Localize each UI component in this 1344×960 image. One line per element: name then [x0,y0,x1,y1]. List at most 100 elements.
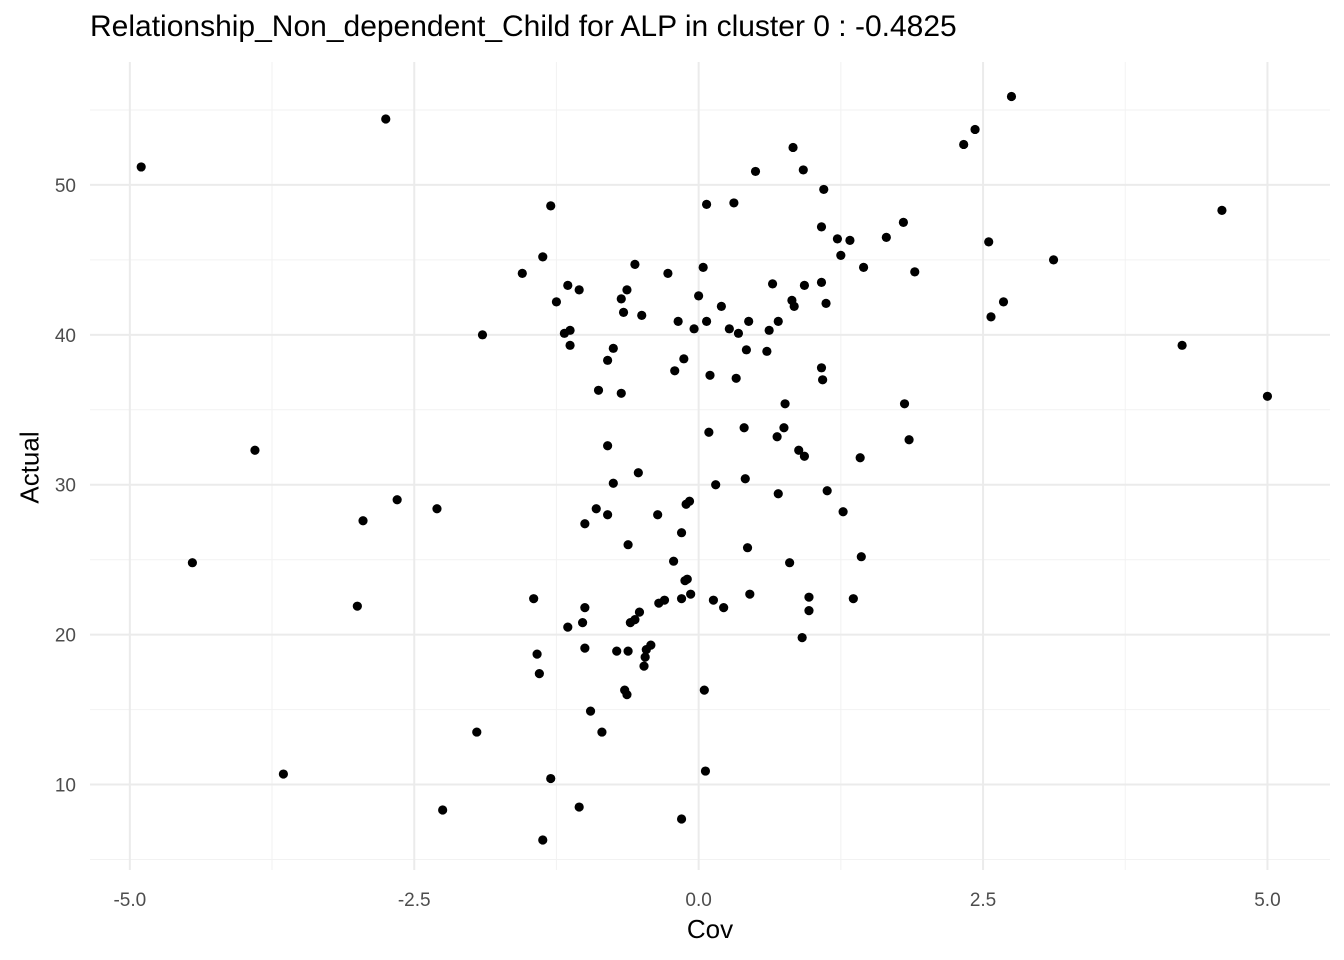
data-point [630,615,640,625]
data-point [278,769,288,779]
data-point [580,603,590,613]
data-point [767,279,778,289]
data-point [701,199,712,210]
x-tick-label: 5.0 [1254,890,1280,911]
data-point [821,298,831,308]
data-point [773,316,783,326]
data-point [676,594,687,604]
data-points [136,91,1273,845]
x-tick-label: -2.5 [398,890,431,911]
data-point [563,622,573,632]
data-point [679,354,689,364]
data-point [136,162,146,172]
data-point [538,835,548,845]
data-point [603,510,613,520]
data-point [772,432,782,442]
data-point [529,594,539,604]
chart-title: Relationship_Non_dependent_Child for ALP… [90,10,957,43]
data-point [855,453,865,463]
data-point [898,217,908,228]
data-point [904,435,914,445]
x-tick-label: 2.5 [970,890,996,911]
data-point [580,519,590,529]
data-point [705,370,715,380]
data-point [532,649,542,659]
data-point [618,307,629,317]
y-tick-label: 30 [55,476,76,497]
data-point [742,543,753,553]
data-point [622,285,632,295]
y-tick-label: 10 [55,776,76,797]
data-point [633,468,643,478]
x-tick-labels: -5.0 -2.5 0.0 2.5 5.0 [113,890,1280,911]
data-point [704,427,714,437]
data-point [740,474,750,484]
data-point [591,504,601,514]
data-point [612,646,622,656]
y-tick-label: 20 [55,626,76,647]
data-point [668,556,679,566]
data-point [1048,255,1059,265]
data-point [551,297,562,307]
y-tick-label: 50 [55,176,76,197]
data-point [534,669,544,679]
data-point [984,237,994,247]
data-point [719,603,729,613]
data-point [716,301,726,311]
data-point [745,589,755,599]
data-point [616,388,626,398]
data-point [546,201,556,211]
data-point [381,114,391,124]
data-point [187,558,197,568]
data-point [797,633,807,643]
data-point [608,343,618,353]
data-point [788,142,798,153]
data-point [358,516,368,526]
data-point [739,423,749,433]
data-point [593,385,604,395]
data-point [744,316,754,326]
data-point [630,259,640,269]
grid-minor [90,62,1330,870]
data-point [517,268,527,278]
data-point [816,222,827,232]
data-point [585,706,596,716]
data-point [639,661,649,671]
data-point [910,267,920,277]
data-point [616,294,626,304]
data-point [848,594,858,604]
data-point [750,166,761,177]
data-point [762,346,772,356]
data-point [764,325,774,335]
data-point [646,640,656,650]
grid-major [90,62,1330,870]
data-point [816,277,827,287]
data-point [603,355,613,365]
data-point [250,445,260,455]
data-point [836,250,846,260]
data-point [856,552,866,562]
data-point [822,486,832,496]
data-point [565,340,575,350]
data-point [580,643,590,653]
data-point [597,727,607,737]
data-point [845,235,855,245]
data-point [804,606,814,616]
data-point [577,618,588,628]
data-point [816,363,827,373]
data-point [799,451,810,461]
data-point [785,558,795,568]
data-point [731,373,741,383]
data-point [676,814,687,824]
data-point [724,324,734,334]
data-point [1217,205,1227,216]
data-point [881,232,891,242]
data-point [1177,340,1187,350]
y-axis-title: Actual [14,431,45,504]
x-axis-title: Cov [686,914,734,944]
data-point [623,540,633,550]
data-point [682,574,692,584]
data-point [659,595,670,605]
data-point [640,652,650,662]
y-tick-label: 40 [55,326,76,347]
